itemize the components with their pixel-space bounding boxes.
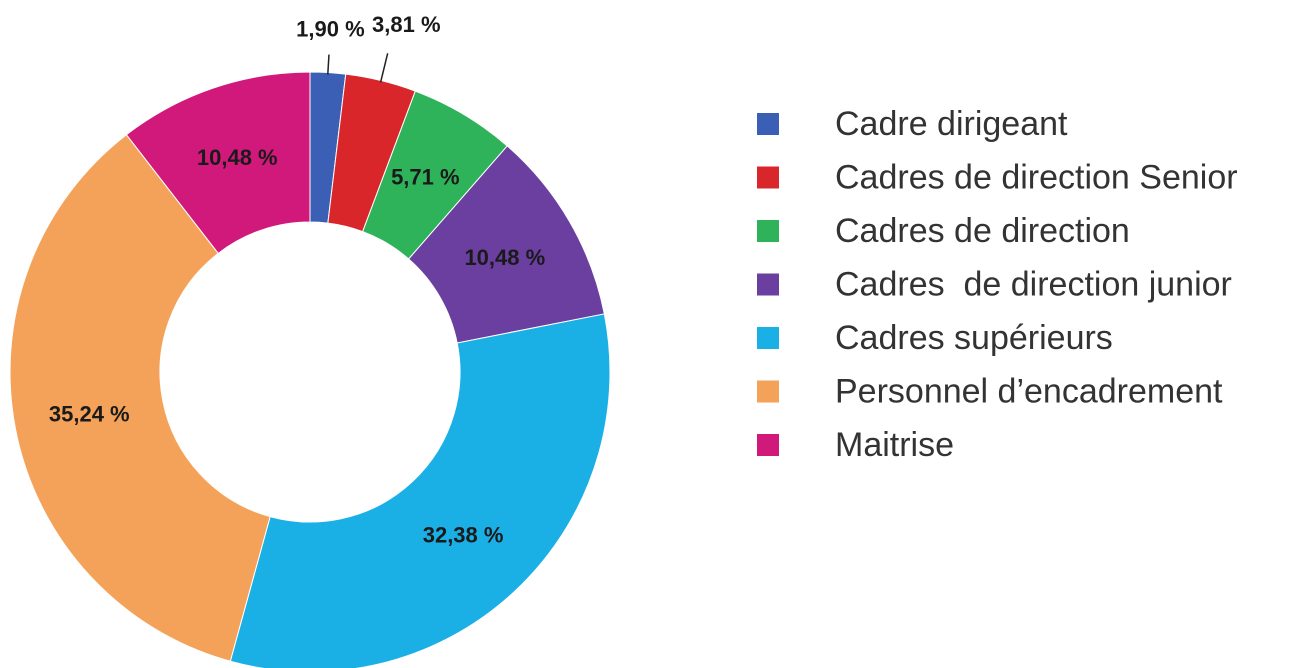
value-label: 1,90 %: [296, 16, 365, 41]
legend-label: Cadres de direction: [835, 212, 1130, 250]
value-label: 5,71 %: [391, 165, 460, 190]
legend-label: Maitrise: [835, 426, 954, 464]
donut-slice: [229, 313, 611, 668]
legend-label: Cadre dirigeant: [835, 105, 1068, 143]
value-label: 10,48 %: [197, 145, 278, 170]
legend-swatch: [757, 273, 779, 296]
legend-swatch: [757, 380, 779, 403]
leader-line: [379, 53, 389, 83]
legend-swatch: [757, 327, 779, 349]
legend-swatch: [757, 113, 779, 135]
value-label: 10,48 %: [464, 245, 545, 270]
legend-label: Cadres de direction junior: [835, 265, 1232, 303]
legend-label: Cadres supérieurs: [835, 319, 1113, 357]
value-label: 35,24 %: [49, 401, 130, 426]
value-label: 32,38 %: [423, 523, 504, 548]
leader-line: [327, 54, 330, 75]
legend-swatch: [757, 166, 779, 189]
donut-slice: [125, 71, 311, 255]
legend-swatch: [757, 434, 779, 456]
value-label: 3,81 %: [372, 12, 441, 37]
legend-swatch: [757, 220, 779, 242]
legend-label: Cadres de direction Senior: [835, 158, 1238, 196]
legend-label: Personnel d’encadrement: [835, 372, 1223, 410]
donut-slice: [9, 134, 271, 662]
